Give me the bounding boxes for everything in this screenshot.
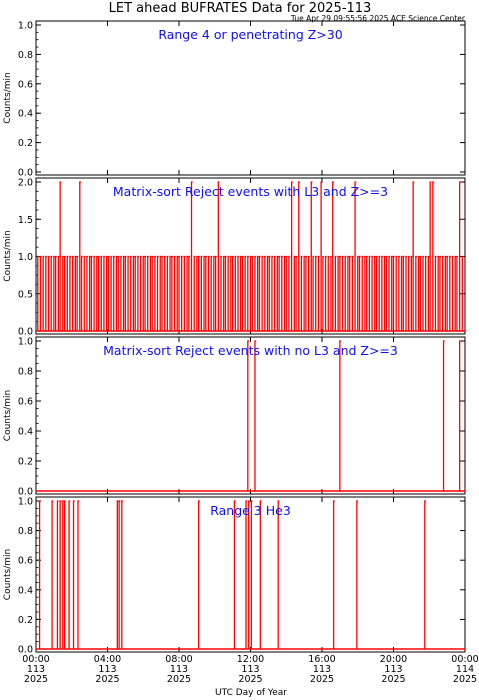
plot-frame xyxy=(35,496,466,653)
x-tick-label-year: 2025 xyxy=(381,674,405,685)
y-tick-label: 0.2 xyxy=(18,138,33,149)
x-tick-label-time: 12:00 xyxy=(237,654,264,665)
y-tick-label: 0.6 xyxy=(18,397,33,408)
y-tick-label: 0.8 xyxy=(18,367,33,378)
panel-title: Matrix-sort Reject events with no L3 and… xyxy=(103,343,398,358)
panel-title: Matrix-sort Reject events with L3 and Z>… xyxy=(113,184,388,199)
y-tick-label: 0.2 xyxy=(18,457,33,468)
y-axis-label: Counts/min xyxy=(3,230,13,281)
x-axis: 00:00113202504:00113202508:00113202512:0… xyxy=(22,654,478,685)
y-tick-label: 0.6 xyxy=(18,79,33,90)
x-axis-label: UTC Day of Year xyxy=(215,688,287,698)
y-tick-label: 0.4 xyxy=(18,585,33,596)
x-tick-label-doy: 114 xyxy=(456,664,474,675)
y-tick-label: 0.8 xyxy=(18,50,33,61)
x-tick-label-year: 2025 xyxy=(95,674,119,685)
panel-matrix-sort-reject-l3: 0.0 0.5 1.0 1.5 2.0 Counts/min Matrix-sort Rej… xyxy=(3,177,466,338)
x-tick-label-time: 04:00 xyxy=(94,654,121,665)
panel-matrix-sort-reject-no-l3: 0.0 0.2 0.4 0.6 0.8 1.0 Counts/min Matrix-sort … xyxy=(3,336,466,498)
panel-title: Range 3 He3 xyxy=(210,503,291,518)
x-tick-label-time: 00:00 xyxy=(451,654,478,665)
y-tick-label: 0.0 xyxy=(18,168,33,179)
y-tick-label: 0.6 xyxy=(18,556,33,567)
x-tick-label-doy: 113 xyxy=(384,664,402,675)
y-axis-label: Counts/min xyxy=(3,390,13,441)
x-tick-label-time: 16:00 xyxy=(308,654,335,665)
x-tick-label-year: 2025 xyxy=(238,674,262,685)
x-tick-label-doy: 113 xyxy=(170,664,188,675)
x-tick-label-doy: 113 xyxy=(98,664,116,675)
panel-title: Range 4 or penetrating Z>30 xyxy=(158,27,342,42)
y-tick-label: 0.4 xyxy=(18,109,33,120)
y-tick-label: 0.4 xyxy=(18,427,33,438)
page-title: LET ahead BUFRATES Data for 2025-113 xyxy=(109,1,372,16)
y-tick-label: 0.0 xyxy=(18,487,33,498)
x-tick-label-year: 2025 xyxy=(24,674,48,685)
y-axis-label: Counts/min xyxy=(3,72,13,123)
y-tick-label: 2.0 xyxy=(18,178,33,189)
x-tick-label-doy: 113 xyxy=(27,664,45,675)
y-tick-label: 1.0 xyxy=(18,252,33,263)
timestamp-label: Tue Apr 29 09:55:56 2025 ACE Science Cen… xyxy=(290,14,466,23)
y-tick-label: 0.5 xyxy=(18,289,33,300)
x-tick-label-year: 2025 xyxy=(453,674,477,685)
x-tick-label-year: 2025 xyxy=(310,674,334,685)
y-tick-label: 1.0 xyxy=(18,21,33,32)
plot-frame xyxy=(35,336,466,495)
y-tick-label: 0.0 xyxy=(18,645,33,656)
x-tick-label-year: 2025 xyxy=(167,674,191,685)
x-tick-label-time: 08:00 xyxy=(165,654,192,665)
plot-frame xyxy=(35,20,466,176)
panel-range4-penetrating: 0.0 0.2 0.4 0.6 0.8 1.0 Counts/min Range 4 or p… xyxy=(3,20,466,179)
y-tick-label: 0.8 xyxy=(18,526,33,537)
y-axis-label: Counts/min xyxy=(3,549,13,600)
x-tick-label-time: 00:00 xyxy=(22,654,49,665)
y-tick-label: 1.0 xyxy=(18,337,33,348)
y-tick-label: 1.0 xyxy=(18,497,33,508)
y-tick-label: 0.2 xyxy=(18,615,33,626)
x-tick-label-time: 20:00 xyxy=(380,654,407,665)
x-tick-label-doy: 113 xyxy=(241,664,259,675)
x-tick-label-doy: 113 xyxy=(313,664,331,675)
panel-range3-he3: 0.0 0.2 0.4 0.6 0.8 1.0 Counts/min Range 3 He3 xyxy=(3,496,466,656)
y-tick-label: 0.0 xyxy=(18,327,33,338)
y-tick-label: 1.5 xyxy=(18,215,33,226)
